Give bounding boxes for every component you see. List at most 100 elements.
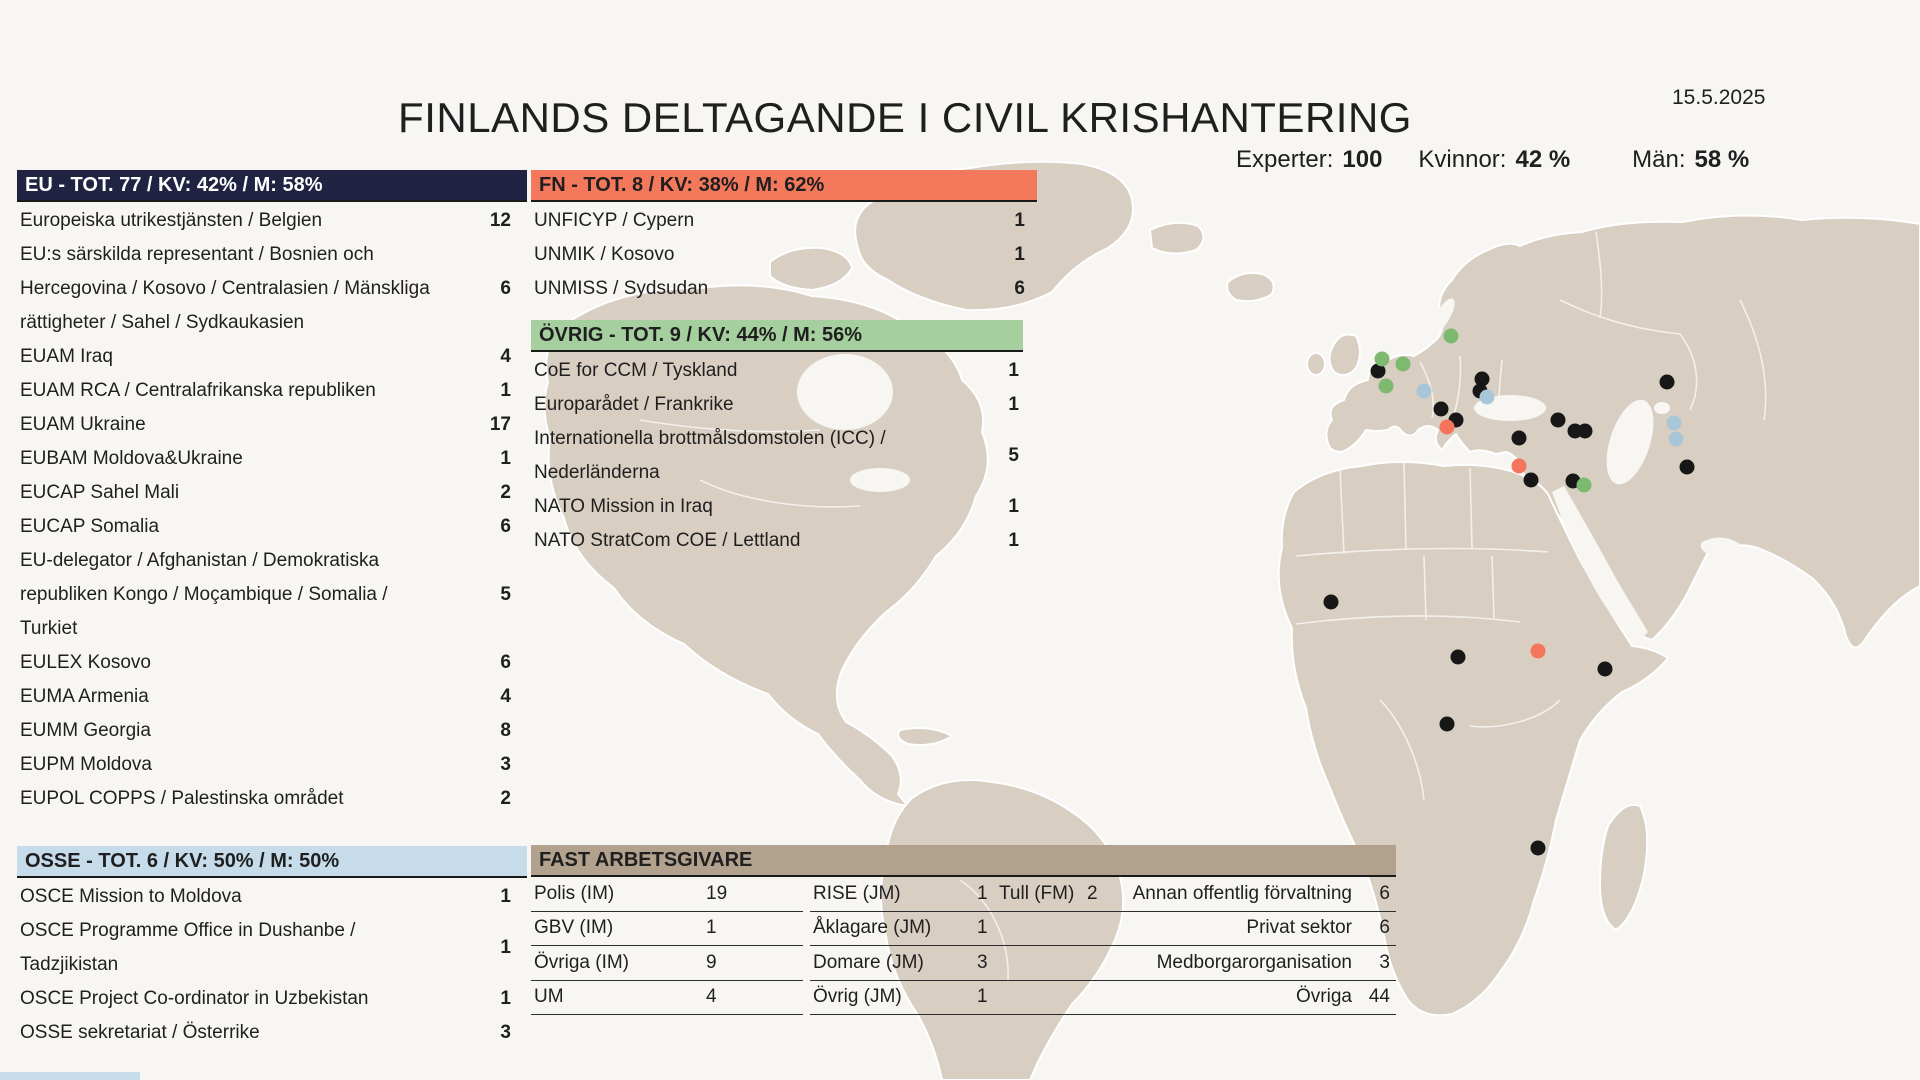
mission-label: UNMISS / Sydsudan xyxy=(534,278,709,299)
employer-row: Domare (JM) 3 Medborgarorganisation 3 xyxy=(810,946,1396,981)
mission-row: NATO Mission in Iraq 1 xyxy=(531,490,1023,524)
map-dot-eu xyxy=(1530,840,1546,856)
mission-row: EU-delegator / Afghanistan / Demokratisk… xyxy=(17,544,527,646)
employer-row: Polis (IM) 19 xyxy=(531,877,803,912)
employer-section-header: FAST ARBETSGIVARE xyxy=(531,845,1396,877)
mission-row: OSCE Project Co-ordinator in Uzbekistan … xyxy=(17,982,527,1016)
employer-label: Privat sektor xyxy=(1246,917,1352,939)
map-dot-eu xyxy=(1370,363,1386,379)
employer-label: Annan offentlig förvaltning xyxy=(1132,882,1352,904)
map-dot-fn xyxy=(1511,458,1527,474)
mission-row: OSSE sekretariat / Österrike 3 xyxy=(17,1016,527,1050)
mission-label: EUAM RCA / Centralafrikanska republiken xyxy=(20,380,376,401)
stat-women-value: 42 % xyxy=(1515,146,1571,173)
map-dot-fn xyxy=(1439,419,1455,435)
employer-label: Polis (IM) xyxy=(534,882,615,904)
mission-row: EUAM Ukraine 17 xyxy=(17,408,527,442)
employer-table: Polis (IM) 19 GBV (IM) 1 Övriga (IM) 9 U… xyxy=(531,877,1396,1015)
employer-label: Övriga (IM) xyxy=(534,951,629,973)
employer-row: RISE (JM) 1 Tull (FM) 2 Annan offentlig … xyxy=(810,877,1396,912)
mission-count: 1 xyxy=(500,937,511,958)
stat-experts-label: Experter: xyxy=(1236,146,1334,173)
mission-count: 6 xyxy=(500,278,511,299)
employer-label: Åklagare (JM) xyxy=(813,917,932,939)
map-dot-ovrig xyxy=(1443,328,1459,344)
osse-section-header: OSSE - TOT. 6 / KV: 50% / M: 50% xyxy=(17,846,527,878)
stat-experts-value: 100 xyxy=(1342,146,1383,173)
mission-label: EUPM Moldova xyxy=(20,754,152,775)
eu-section-header: EU - TOT. 77 / KV: 42% / M: 58% xyxy=(17,170,527,202)
mission-label: EULEX Kosovo xyxy=(20,652,151,673)
mission-label: OSCE Mission to Moldova xyxy=(20,886,242,907)
mission-count: 2 xyxy=(500,788,511,809)
eu-mission-list: Europeiska utrikestjänsten / Belgien 12 … xyxy=(17,202,527,816)
map-dot-eu xyxy=(1433,401,1449,417)
mission-row: EUPM Moldova 3 xyxy=(17,748,527,782)
mission-label: EUBAM Moldova&Ukraine xyxy=(20,448,243,469)
map-dot-eu xyxy=(1523,472,1539,488)
mission-row: EUAM Iraq 4 xyxy=(17,340,527,374)
mission-label: EUCAP Sahel Mali xyxy=(20,482,180,503)
employer-label: Övrig (JM) xyxy=(813,986,902,1008)
mission-count: 2 xyxy=(500,482,511,503)
ovrig-section: ÖVRIG - TOT. 9 / KV: 44% / M: 56% CoE fo… xyxy=(531,320,1023,558)
mission-label: EUPOL COPPS / Palestinska området xyxy=(20,788,344,809)
map-dot-ovrig xyxy=(1374,351,1390,367)
mission-count: 1 xyxy=(1008,496,1019,517)
employer-row: Övriga (IM) 9 xyxy=(531,946,803,981)
map-dot-ovrig xyxy=(1378,378,1394,394)
osse-section: OSSE - TOT. 6 / KV: 50% / M: 50% OSCE Mi… xyxy=(17,846,527,1050)
employer-count: 1 xyxy=(706,917,717,939)
mission-count: 4 xyxy=(500,346,511,367)
map-dot-eu xyxy=(1511,430,1527,446)
mission-label: NATO Mission in Iraq xyxy=(534,496,713,517)
mission-count: 1 xyxy=(1008,530,1019,551)
mission-count: 4 xyxy=(500,686,511,707)
employer-row: UM 4 xyxy=(531,981,803,1015)
mission-count: 1 xyxy=(500,886,511,907)
fn-mission-list: UNFICYP / Cypern 1 UNMIK / Kosovo 1 UNMI… xyxy=(531,202,1037,306)
mission-row: EUCAP Somalia 6 xyxy=(17,510,527,544)
mission-count: 1 xyxy=(500,380,511,401)
employer-count: 6 xyxy=(1379,882,1390,904)
employer-count: 4 xyxy=(706,986,717,1008)
mission-row: Internationella brottmålsdomstolen (ICC)… xyxy=(531,422,1023,490)
stat-men-value: 58 % xyxy=(1694,146,1750,173)
employer-count: 6 xyxy=(1379,917,1390,939)
mission-label: EUMA Armenia xyxy=(20,686,149,707)
employer-table-left: Polis (IM) 19 GBV (IM) 1 Övriga (IM) 9 U… xyxy=(531,877,803,1015)
ovrig-mission-list: CoE for CCM / Tyskland 1 Europarådet / F… xyxy=(531,352,1023,558)
mission-count: 1 xyxy=(500,448,511,469)
mission-label: EU-delegator / Afghanistan / Demokratisk… xyxy=(20,550,388,639)
employer-section: FAST ARBETSGIVARE Polis (IM) 19 GBV (IM)… xyxy=(531,845,1396,1015)
employer-count: 1 xyxy=(977,882,988,904)
mission-row: UNMIK / Kosovo 1 xyxy=(531,238,1037,272)
employer-count: 44 xyxy=(1368,986,1390,1008)
mission-row: UNFICYP / Cypern 1 xyxy=(531,204,1037,238)
employer-count: 1 xyxy=(977,917,988,939)
mission-row: Europeiska utrikestjänsten / Belgien 12 xyxy=(17,204,527,238)
employer-count: 1 xyxy=(977,986,988,1008)
mission-row: OSCE Programme Office in Dushanbe / Tadz… xyxy=(17,914,527,982)
eu-section: EU - TOT. 77 / KV: 42% / M: 58% Europeis… xyxy=(17,170,527,816)
map-dot-eu xyxy=(1659,374,1675,390)
mission-count: 8 xyxy=(500,720,511,741)
map-dot-osse xyxy=(1479,389,1495,405)
map-dot-eu xyxy=(1450,649,1466,665)
mission-count: 6 xyxy=(500,516,511,537)
mission-label: NATO StratCom COE / Lettland xyxy=(534,530,801,551)
mission-label: Europarådet / Frankrike xyxy=(534,394,734,415)
map-dot-eu xyxy=(1597,661,1613,677)
employer-count: 3 xyxy=(1379,951,1390,973)
report-date: 15.5.2025 xyxy=(1672,86,1766,109)
stat-men-label: Män: xyxy=(1632,146,1686,173)
map-dot-ovrig xyxy=(1395,356,1411,372)
mission-label: Europeiska utrikestjänsten / Belgien xyxy=(20,210,323,231)
mission-count: 5 xyxy=(1008,445,1019,466)
employer-count: 9 xyxy=(706,951,717,973)
mission-count: 1 xyxy=(1008,360,1019,381)
fn-section-header: FN - TOT. 8 / KV: 38% / M: 62% xyxy=(531,170,1037,202)
employer-label: RISE (JM) xyxy=(813,882,901,904)
employer-row: Övrig (JM) 1 Övriga 44 xyxy=(810,981,1396,1015)
